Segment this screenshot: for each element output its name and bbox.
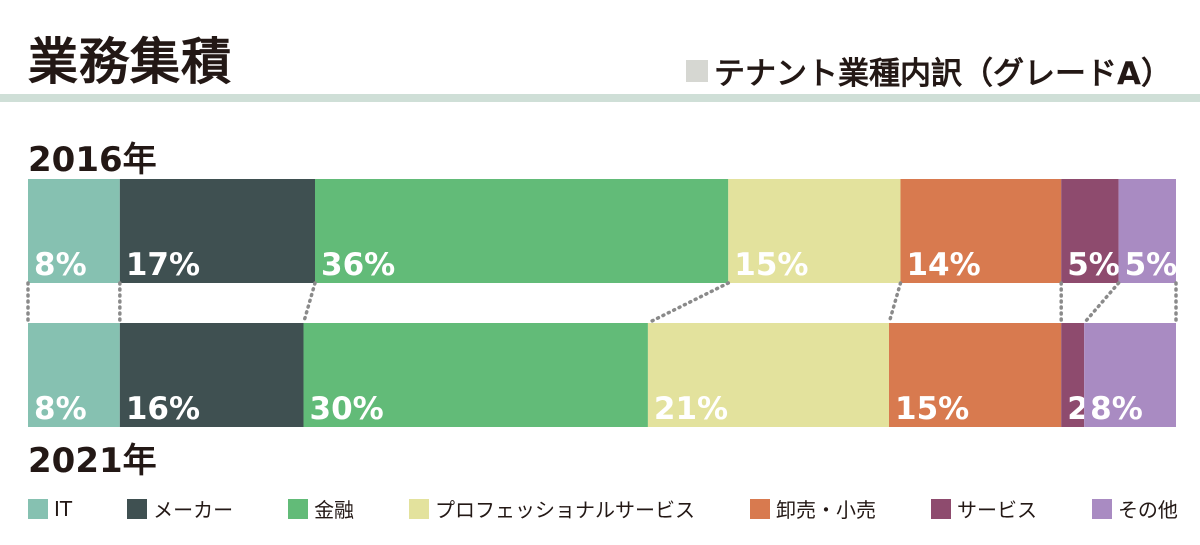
header-divider bbox=[0, 94, 1200, 102]
legend-swatch bbox=[409, 498, 430, 519]
chart-legend: IT メーカー 金融 プロフェッショナルサービス 卸売・小売 サービス その他 bbox=[28, 494, 1178, 523]
legend-swatch bbox=[750, 498, 770, 519]
bar-segment-2016年-卸売・小売 bbox=[900, 179, 1062, 283]
legend-swatch bbox=[1091, 498, 1112, 519]
legend-label: メーカー bbox=[153, 498, 234, 522]
bar-segment-2021年-プロフェッショナルサービス bbox=[647, 323, 889, 427]
bar-segment-2016年-IT bbox=[28, 179, 120, 283]
data-label-2016年-金融: 36% bbox=[321, 247, 395, 283]
data-label-2016年-その他: 5% bbox=[1125, 247, 1178, 283]
data-label-2016年-メーカー: 17% bbox=[126, 247, 200, 283]
data-label-2016年-プロフェッショナルサービス: 15% bbox=[734, 247, 808, 283]
legend-swatch bbox=[28, 498, 48, 519]
bar-segment-2021年-メーカー bbox=[119, 323, 304, 427]
data-label-2021年-プロフェッショナルサービス: 21% bbox=[654, 391, 728, 427]
data-label-2021年-IT: 8% bbox=[34, 391, 87, 427]
legend-item: サービス bbox=[930, 494, 1037, 523]
bar-segment-2021年-サービス bbox=[1061, 323, 1085, 427]
legend-item: メーカー bbox=[127, 494, 233, 523]
year-label-2021: 2021年 bbox=[28, 441, 157, 481]
subtitle-square-icon bbox=[686, 59, 708, 82]
data-label-2021年-卸売・小売: 15% bbox=[895, 391, 969, 427]
legend-swatch bbox=[930, 498, 951, 519]
data-label-2016年-IT: 8% bbox=[34, 247, 87, 283]
legend-label: 金融 bbox=[314, 498, 355, 522]
bar-segment-2021年-卸売・小売 bbox=[889, 323, 1062, 427]
bar-segment-2021年-その他 bbox=[1084, 323, 1176, 427]
legend-item: その他 bbox=[1091, 494, 1178, 523]
bar-segment-2021年-金融 bbox=[303, 323, 648, 427]
legend-swatch bbox=[288, 498, 309, 519]
legend-label: その他 bbox=[1117, 498, 1178, 522]
bar-segment-2016年-その他 bbox=[1118, 179, 1176, 283]
bar-segment-2021年-IT bbox=[28, 323, 120, 427]
data-label-2021年-その他: 8% bbox=[1090, 391, 1143, 427]
legend-item: 卸売・小売 bbox=[750, 494, 876, 523]
bar-segment-2016年-サービス bbox=[1061, 179, 1119, 283]
connector-line bbox=[646, 281, 731, 325]
legend-label: サービス bbox=[956, 498, 1037, 522]
data-label-2016年-卸売・小売: 14% bbox=[906, 247, 980, 283]
legend-swatch bbox=[127, 498, 148, 519]
page-title: 業務集積 bbox=[28, 33, 232, 91]
chart-subtitle: テナント業種内訳（グレードA） bbox=[714, 56, 1172, 92]
connector-line bbox=[301, 281, 317, 325]
data-label-2021年-金融: 30% bbox=[310, 391, 384, 427]
bar-segment-2016年-メーカー bbox=[119, 179, 315, 283]
connector-line bbox=[887, 281, 903, 325]
year-label-2016: 2016年 bbox=[28, 140, 157, 180]
legend-item: プロフェッショナルサービス bbox=[409, 494, 695, 523]
legend-item: IT bbox=[28, 497, 72, 521]
legend-label: プロフェッショナルサービス bbox=[435, 498, 696, 522]
legend-label: IT bbox=[54, 496, 73, 521]
bar-segment-2016年-金融 bbox=[315, 179, 729, 283]
connector-line bbox=[1082, 281, 1121, 325]
data-label-2016年-サービス: 5% bbox=[1067, 247, 1120, 283]
data-label-2021年-メーカー: 16% bbox=[126, 391, 200, 427]
bar-segment-2016年-プロフェッショナルサービス bbox=[728, 179, 901, 283]
chart-subtitle-wrap: テナント業種内訳（グレードA） bbox=[686, 48, 1172, 93]
legend-item: 金融 bbox=[288, 494, 354, 523]
legend-label: 卸売・小売 bbox=[776, 498, 876, 522]
